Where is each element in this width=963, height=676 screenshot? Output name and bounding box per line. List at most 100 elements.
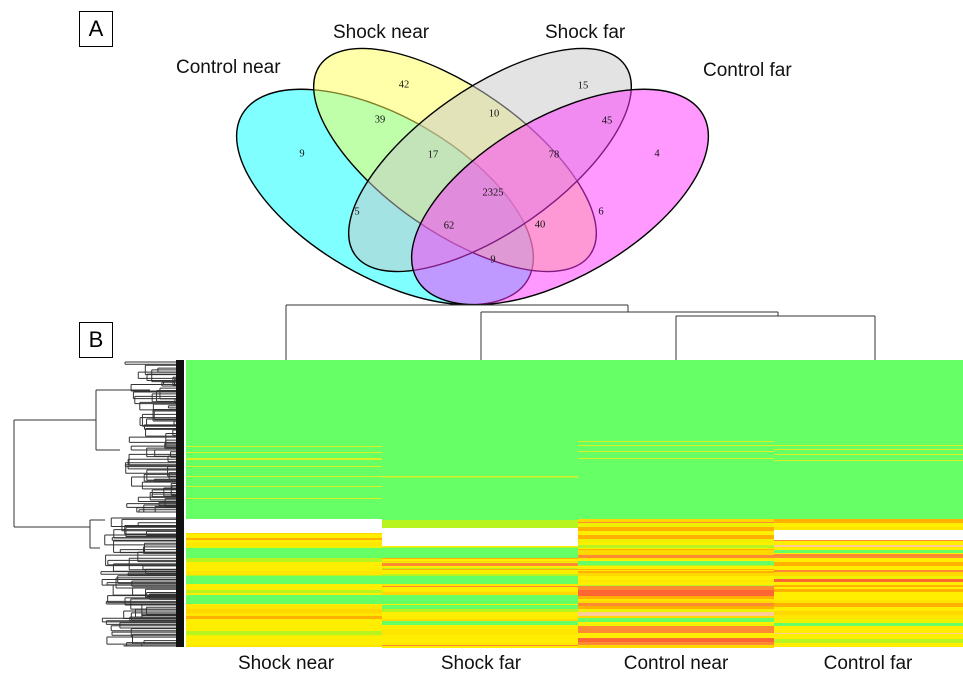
heatmap-row-stripe [774,445,963,446]
heatmap-row-stripe [186,637,382,638]
venn-region-count: 15 [578,80,589,91]
heatmap-row-stripe [578,585,774,586]
heatmap-row-stripe [186,543,382,546]
heatmap-row-stripe [578,629,774,633]
heatmap-row-stripe [578,545,774,548]
heatmap-row-stripe [186,540,382,543]
heatmap-row-stripe [578,606,774,609]
heatmap-row-stripe [186,631,382,635]
heatmap-row-stripe [774,587,963,589]
heatmap-row-stripe [578,601,774,603]
heatmap-row-stripe [382,591,578,592]
heatmap-row-stripe [578,542,774,543]
heatmap-row-stripe [578,622,774,624]
heatmap-row-stripe [774,519,963,523]
heatmap-row-stripe [578,626,774,629]
heatmap-row-stripe [186,636,382,637]
heatmap-row-stripe [578,576,774,580]
heatmap-row-stripe [382,561,578,562]
heatmap-row-stripe [578,566,774,569]
heatmap-row-stripe [578,560,774,561]
heatmap-row-stripe [578,634,774,638]
heatmap-row-stripe [578,642,774,645]
heatmap-row-stripe [186,626,382,629]
panel-b-label: B [79,322,113,358]
heatmap-row-stripe [774,548,963,550]
heatmap-row-stripe [382,612,578,616]
heatmap-row-stripe [578,580,774,582]
heatmap-row-stripe [578,592,774,596]
venn-region-count: 10 [489,108,500,119]
heatmap-row-stripe [578,531,774,535]
heatmap-row-stripe [774,619,963,623]
heatmap-row-stripe [774,633,963,634]
heatmap-row-stripe [186,593,382,596]
heatmap-row-stripe [186,558,382,562]
heatmap-cells [186,360,963,648]
heatmap-row-stripe [774,454,963,455]
heatmap-row-stripe [186,452,382,453]
heatmap-row-stripe [382,592,578,596]
heatmap-row-stripe [186,568,382,569]
heatmap-column-block [774,360,963,519]
heatmap-row-stripe [186,619,382,623]
venn-region-count: 5 [354,206,359,217]
heatmap-row-stripe [774,623,963,626]
heatmap-row-stripe [382,639,578,643]
heatmap-row-stripe [774,545,963,547]
venn-region-count: 40 [535,219,546,230]
venn-ellipses [235,47,710,306]
heatmap-column-block [578,360,774,519]
heatmap-row-stripe [578,586,774,590]
heatmap-row-stripe [186,590,382,593]
heatmap-row-stripe [774,460,963,461]
heatmap-row-stripe [382,600,578,604]
heatmap-row-stripe [382,568,578,569]
heatmap-row-stripe [382,595,578,601]
venn-region-count: 78 [549,149,560,160]
panel-a-label: A [79,11,113,47]
heatmap-row-stripe [774,562,963,566]
heatmap-row-stripe [774,626,963,630]
heatmap-row-stripe [774,576,963,579]
heatmap-row-stripe [774,607,963,611]
heatmap-row-stripe [578,571,774,573]
heatmap-row-stripe [578,558,774,560]
heatmap-row-stripe [578,645,774,648]
heatmap-row-stripe [186,629,382,631]
venn-label-shock-near: Shock near [333,22,430,43]
heatmap-row-stripe [578,633,774,634]
heatmap-row-stripe [382,562,578,563]
heatmap-row-stripe [774,550,963,553]
heatmap-row-stripe [774,585,963,586]
heatmap-row-stripe [382,625,578,627]
heatmap-row-stripe [382,587,578,591]
heatmap-row-stripe [578,565,774,566]
heatmap-row-stripe [774,639,963,643]
column-dendrogram [285,304,876,360]
heatmap-column-block [186,360,382,519]
heatmap-row-stripe [774,559,963,562]
heatmap-row-stripe [578,543,774,544]
heatmap-col-label-shock-far: Shock far [440,653,522,674]
heatmap-row-stripe [774,579,963,582]
heatmap-row-stripe [186,642,382,645]
heatmap-row-stripe [186,538,382,540]
heatmap-row-stripe [186,605,382,609]
heatmap-row-stripe [578,590,774,592]
venn-region-count: 17 [428,149,439,160]
heatmap-row-stripe [382,643,578,645]
venn-region-count: 6 [598,206,603,217]
heatmap-row-stripe [186,548,382,558]
heatmap-row-stripe [578,612,774,616]
heatmap-row-stripe [186,564,382,568]
heatmap-row-stripe [774,611,963,615]
heatmap-col-label-control-near: Control near [623,653,729,674]
heatmap-row-stripe [186,486,382,487]
heatmap-row-stripe [382,645,578,646]
heatmap-row-stripe [186,588,382,590]
heatmap-row-stripe [578,544,774,545]
heatmap-row-stripe [382,619,578,621]
heatmap-row-stripe [774,596,963,600]
